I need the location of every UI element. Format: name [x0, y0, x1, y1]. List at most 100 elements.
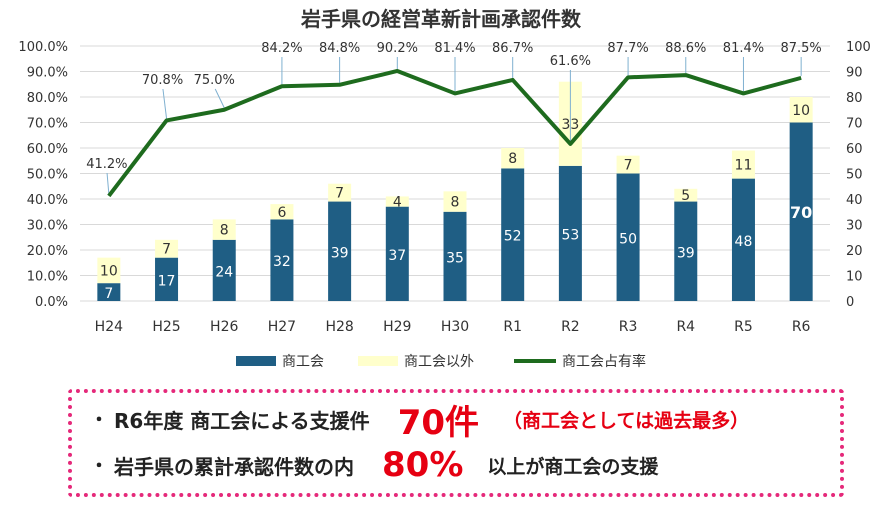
bar-other-label: 4 [393, 195, 402, 211]
bar-other [97, 257, 121, 284]
summary-line-1: ・ R6年度 商工会による支援件 70件 （商工会としては過去最多） [90, 399, 750, 443]
bar-other-label: 10 [100, 263, 118, 279]
x-tick-label: H30 [441, 319, 469, 335]
legend-label-other: 商工会以外 [404, 354, 474, 370]
bar-shokokai-label: 52 [504, 229, 522, 245]
x-tick-label: R6 [792, 319, 811, 335]
summary-line-2-note: 以上が商工会の支援 [487, 455, 659, 478]
share-label: 86.7% [492, 41, 533, 56]
y-right-tick-label: 60 [846, 142, 863, 157]
bar-shokokai-label: 70 [790, 203, 812, 222]
y-right-tick-label: 50 [846, 168, 863, 183]
bar-shokokai [385, 206, 409, 301]
bar-other [674, 188, 698, 202]
bar-shokokai-label: 35 [446, 250, 464, 266]
chart-legend: 商工会 商工会以外 商工会占有率 [236, 353, 646, 370]
y-left-tick-label: 0.0% [35, 295, 68, 310]
bar-shokokai [558, 165, 582, 301]
y-left-tick-label: 10.0% [27, 270, 68, 285]
share-label: 70.8% [142, 73, 183, 88]
y-left-tick-label: 90.0% [27, 66, 68, 81]
summary-line-1-text: R6年度 商工会による支援件 [114, 408, 370, 433]
x-tick-label: H29 [383, 319, 411, 335]
share-leader-line [214, 88, 225, 108]
y-right-tick-label: 30 [846, 219, 863, 234]
y-right-tick-label: 80 [846, 91, 863, 106]
bar-shokokai-label: 39 [331, 245, 349, 261]
bar-other-label: 6 [277, 205, 286, 221]
bar-other-label: 8 [451, 195, 460, 211]
share-label: 87.7% [607, 41, 648, 56]
chart-title: 岩手県の経営革新計画承認件数 [300, 7, 582, 31]
summary-bullet-2: ・ [90, 456, 108, 477]
y-left-tick-label: 60.0% [27, 142, 68, 157]
y-right-tick-label: 20 [846, 244, 863, 259]
summary-line-1-value: 70件 [397, 402, 480, 443]
bar-shokokai [443, 211, 467, 301]
summary-line-2: ・ 岩手県の累計承認件数の内 80% 以上が商工会の支援 [90, 445, 658, 485]
y-left-tick-label: 50.0% [27, 168, 68, 183]
share-label: 81.4% [723, 41, 764, 56]
y-right-tick-label: 100 [846, 40, 871, 55]
bar-other [212, 219, 236, 240]
bar-shokokai [155, 257, 179, 301]
bar-other [385, 196, 409, 207]
bar-other [616, 155, 640, 174]
bar-shokokai [501, 168, 525, 301]
y-left-tick-label: 80.0% [27, 91, 68, 106]
legend-label-shokokai: 商工会 [282, 354, 324, 370]
bar-shokokai-label: 50 [619, 231, 637, 247]
y-right-tick-label: 10 [846, 270, 863, 285]
bar-other [270, 204, 294, 220]
y-left-tick-label: 30.0% [27, 219, 68, 234]
bar-shokokai-label: 37 [388, 248, 406, 264]
x-tick-label: H24 [95, 319, 123, 335]
bar-other-label: 10 [792, 103, 810, 119]
bar-other-label: 33 [561, 117, 579, 133]
y-left-tick-label: 40.0% [27, 193, 68, 208]
share-label: 87.5% [780, 41, 821, 56]
bar-shokokai-label: 32 [273, 254, 291, 270]
bar-shokokai-label: 17 [158, 273, 176, 289]
x-tick-label: H26 [210, 319, 238, 335]
bar-other [443, 191, 467, 212]
bar-shokokai-label: 7 [104, 286, 113, 302]
summary-line-2-text: 岩手県の累計承認件数の内 [114, 454, 354, 479]
x-tick-label: H25 [152, 319, 180, 335]
share-line [107, 68, 802, 198]
x-tick-label: R3 [619, 319, 638, 335]
y-left-tick-label: 20.0% [27, 244, 68, 259]
bar-shokokai-label: 53 [561, 227, 579, 243]
share-label: 90.2% [377, 41, 418, 56]
x-tick-label: R4 [676, 319, 695, 335]
x-tick-label: H28 [325, 319, 353, 335]
share-leader-line [162, 88, 168, 119]
bar-other-label: 7 [335, 186, 344, 202]
bar-other-label: 7 [162, 242, 171, 258]
bar-shokokai [731, 178, 755, 301]
y-right-tick-label: 40 [846, 193, 863, 208]
bar-shokokai [616, 173, 640, 301]
bar-shokokai-label: 48 [735, 234, 753, 250]
x-tick-label: R2 [561, 319, 580, 335]
summary-line-1-note: （商工会としては過去最多） [503, 409, 750, 432]
share-label: 84.2% [261, 41, 302, 56]
y-left-tick-label: 70.0% [27, 117, 68, 132]
bar-other [789, 97, 813, 123]
bar-shokokai [212, 239, 236, 301]
share-label: 41.2% [86, 157, 127, 172]
share-label: 88.6% [665, 41, 706, 56]
bar-shokokai [270, 219, 294, 301]
summary-bullet-1: ・ [90, 410, 108, 431]
y-right-tick-label: 0 [846, 295, 854, 310]
bar-shokokai-label: 39 [677, 245, 695, 261]
bar-shokokai [328, 201, 352, 301]
bar-other [155, 239, 179, 258]
share-label: 75.0% [194, 73, 235, 88]
legend-swatch-shokokai [236, 356, 276, 366]
bar-other-label: 8 [508, 151, 517, 167]
bar-other-label: 11 [735, 158, 753, 174]
legend-label-share: 商工会占有率 [562, 353, 646, 370]
y-right-tick-label: 70 [846, 117, 863, 132]
legend-swatch-other [358, 356, 398, 366]
